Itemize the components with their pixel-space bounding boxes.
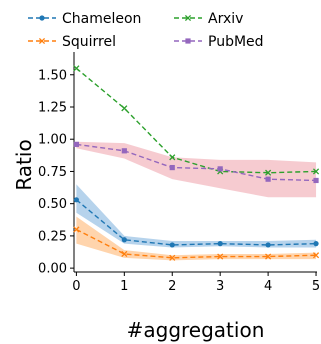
y-tick-label: 0.50 xyxy=(38,197,67,212)
legend-item-pubmed: PubMed xyxy=(174,34,264,50)
data-point-squirrel xyxy=(73,226,80,233)
marker-stroke xyxy=(169,254,176,261)
legend: Chameleon Arxiv Squirrel PubMed xyxy=(28,11,264,50)
marker-stroke xyxy=(312,252,320,259)
legend-marker-squirrel xyxy=(38,37,46,45)
data-point-pubmed xyxy=(169,164,175,171)
data-point-chameleon xyxy=(217,241,223,247)
x-axis-label: #aggregation xyxy=(127,318,265,342)
data-point-squirrel xyxy=(169,254,176,261)
data-point-squirrel xyxy=(217,253,224,260)
series-line-arxiv xyxy=(75,67,317,174)
data-point-chameleon xyxy=(169,242,175,248)
marker-stroke xyxy=(265,253,272,260)
legend-label-pubmed: PubMed xyxy=(208,34,264,50)
legend-marker-arxiv xyxy=(184,14,192,22)
marker-stroke xyxy=(217,253,224,260)
marker-stroke xyxy=(121,105,128,112)
band-chameleon xyxy=(76,184,317,248)
data-point-chameleon xyxy=(121,237,127,243)
data-point-pubmed xyxy=(73,141,79,147)
data-point-squirrel xyxy=(312,252,320,259)
data-point-arxiv xyxy=(121,105,128,112)
series-line-squirrel xyxy=(76,228,317,259)
marker-stroke xyxy=(73,226,80,233)
data-point-arxiv xyxy=(265,169,272,176)
marker-stroke xyxy=(121,250,128,258)
band-squirrel xyxy=(76,216,317,261)
marker-stroke xyxy=(38,37,46,45)
legend-marker-pubmed xyxy=(185,38,191,44)
legend-label-arxiv: Arxiv xyxy=(208,11,243,27)
legend-item-arxiv: Arxiv xyxy=(174,11,243,27)
data-point-chameleon xyxy=(73,197,79,203)
marker-stroke xyxy=(265,169,272,176)
data-point-pubmed xyxy=(217,166,223,172)
legend-label-chameleon: Chameleon xyxy=(62,11,141,27)
legend-label-squirrel: Squirrel xyxy=(62,34,116,50)
band-pubmed xyxy=(76,141,317,198)
data-point-arxiv xyxy=(73,65,80,72)
marker-stroke xyxy=(312,168,320,175)
x-tick-label: 0 xyxy=(72,279,80,294)
legend-item-squirrel: Squirrel xyxy=(28,34,116,50)
series-line-pubmed xyxy=(76,143,317,182)
data-point-squirrel xyxy=(265,253,272,260)
data-point-pubmed xyxy=(121,148,127,154)
tick-labels: 0.00 0.25 0.50 0.75 1.00 1.25 1.50 0 1 2 3 4 5 xyxy=(38,68,320,294)
confidence-bands xyxy=(76,141,317,261)
series-lines xyxy=(73,65,320,261)
y-tick-label: 1.00 xyxy=(38,133,67,148)
marker-stroke xyxy=(184,14,192,22)
data-point-arxiv xyxy=(169,154,176,161)
x-tick-label: 1 xyxy=(120,279,128,294)
data-point-pubmed xyxy=(265,176,271,182)
data-point-squirrel xyxy=(121,250,128,258)
marker-stroke xyxy=(73,65,80,72)
x-tick-label: 4 xyxy=(264,279,272,294)
x-tick-label: 5 xyxy=(312,279,320,294)
data-point-arxiv xyxy=(312,168,320,175)
data-point-chameleon xyxy=(313,241,319,247)
y-axis-label: Ratio xyxy=(12,139,36,190)
legend-item-chameleon: Chameleon xyxy=(28,11,141,27)
marker-stroke xyxy=(169,154,176,161)
y-tick-label: 0.75 xyxy=(38,165,67,180)
y-tick-label: 1.25 xyxy=(38,100,67,115)
y-tick-label: 0.25 xyxy=(38,229,67,244)
x-tick-label: 3 xyxy=(216,279,224,294)
y-tick-label: 1.50 xyxy=(38,68,67,83)
series-line-chameleon xyxy=(75,199,317,246)
axes xyxy=(70,52,317,276)
x-tick-label: 2 xyxy=(168,279,176,294)
y-tick-label: 0.00 xyxy=(38,262,67,277)
legend-marker-chameleon xyxy=(39,15,45,21)
data-point-chameleon xyxy=(265,242,271,248)
data-point-pubmed xyxy=(313,177,319,184)
